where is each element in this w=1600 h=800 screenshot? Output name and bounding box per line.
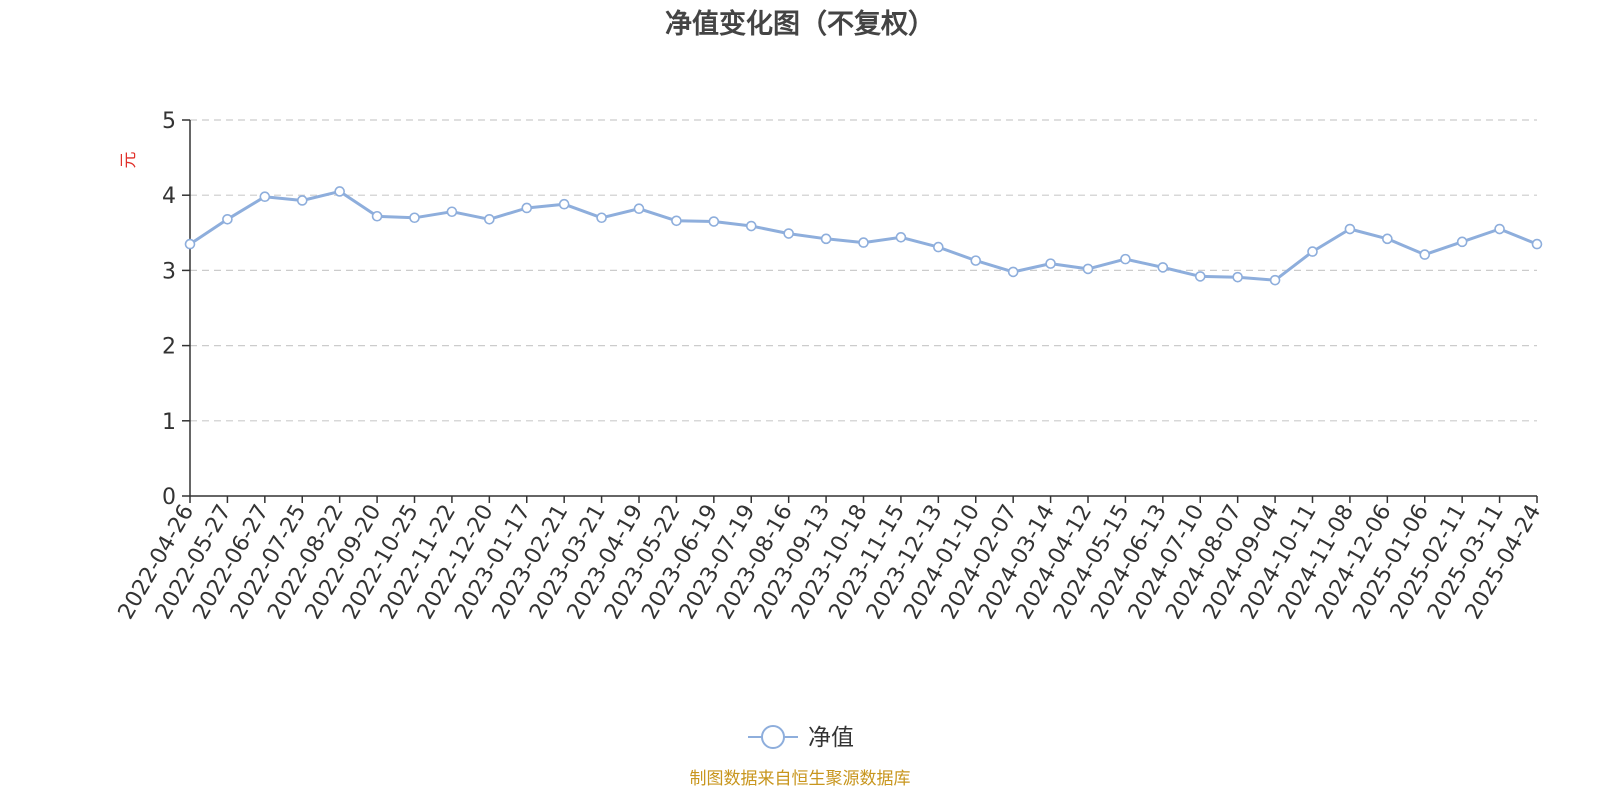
data-point[interactable] bbox=[671, 215, 682, 227]
y-tick-label: 0 bbox=[162, 485, 176, 510]
data-source-note: 制图数据来自恒生聚源数据库 bbox=[689, 769, 911, 789]
gridlines bbox=[190, 119, 1537, 422]
data-point[interactable] bbox=[371, 210, 383, 222]
data-point[interactable] bbox=[745, 220, 757, 232]
y-axis-unit-label: 元 bbox=[119, 152, 139, 169]
data-point[interactable] bbox=[446, 206, 458, 218]
legend-marker-icon bbox=[761, 725, 785, 749]
data-point[interactable] bbox=[259, 191, 271, 203]
data-point[interactable] bbox=[933, 241, 944, 253]
series-netvalue bbox=[184, 186, 1543, 286]
data-point[interactable] bbox=[1494, 223, 1505, 235]
data-point[interactable] bbox=[1045, 258, 1056, 269]
data-point[interactable] bbox=[1082, 263, 1094, 275]
y-tick-label: 5 bbox=[162, 109, 176, 134]
data-point[interactable] bbox=[409, 212, 420, 224]
x-tick-labels: 2022-04-262022-05-272022-06-272022-07-25… bbox=[114, 496, 1546, 624]
y-tick-label: 1 bbox=[162, 410, 176, 435]
data-point[interactable] bbox=[296, 195, 308, 206]
y-tick-labels: 0 1 2 3 4 5 bbox=[162, 109, 190, 510]
data-point[interactable] bbox=[858, 237, 869, 248]
data-point[interactable] bbox=[558, 198, 570, 210]
data-point[interactable] bbox=[1344, 223, 1356, 235]
y-tick-label: 3 bbox=[162, 259, 176, 284]
data-point[interactable] bbox=[1007, 266, 1019, 278]
legend-label: 净值 bbox=[808, 725, 854, 751]
data-point[interactable] bbox=[1531, 238, 1543, 250]
data-point[interactable] bbox=[596, 212, 607, 224]
data-point[interactable] bbox=[1382, 233, 1393, 245]
data-point[interactable] bbox=[184, 238, 196, 250]
data-point[interactable] bbox=[970, 255, 982, 266]
data-point[interactable] bbox=[1269, 274, 1281, 286]
axes bbox=[189, 120, 1537, 497]
legend[interactable]: 净值 bbox=[748, 725, 854, 751]
data-point[interactable] bbox=[1194, 271, 1206, 282]
chart-title: 净值变化图（不复权） bbox=[665, 9, 935, 40]
data-point[interactable] bbox=[1419, 249, 1431, 260]
data-point[interactable] bbox=[521, 202, 533, 214]
data-point[interactable] bbox=[1157, 262, 1169, 273]
data-point[interactable] bbox=[1120, 253, 1131, 265]
data-point[interactable] bbox=[708, 216, 720, 227]
data-point[interactable] bbox=[633, 203, 645, 215]
data-point[interactable] bbox=[820, 233, 832, 245]
y-tick-label: 2 bbox=[162, 335, 176, 360]
data-point[interactable] bbox=[1456, 236, 1468, 248]
y-tick-label: 4 bbox=[162, 184, 176, 209]
data-point[interactable] bbox=[1307, 246, 1318, 257]
data-point[interactable] bbox=[222, 213, 233, 225]
data-point[interactable] bbox=[895, 232, 907, 243]
data-point[interactable] bbox=[783, 228, 794, 239]
series-line bbox=[189, 189, 1538, 282]
data-point[interactable] bbox=[1232, 271, 1243, 283]
data-point[interactable] bbox=[334, 186, 345, 197]
data-point[interactable] bbox=[484, 213, 495, 225]
